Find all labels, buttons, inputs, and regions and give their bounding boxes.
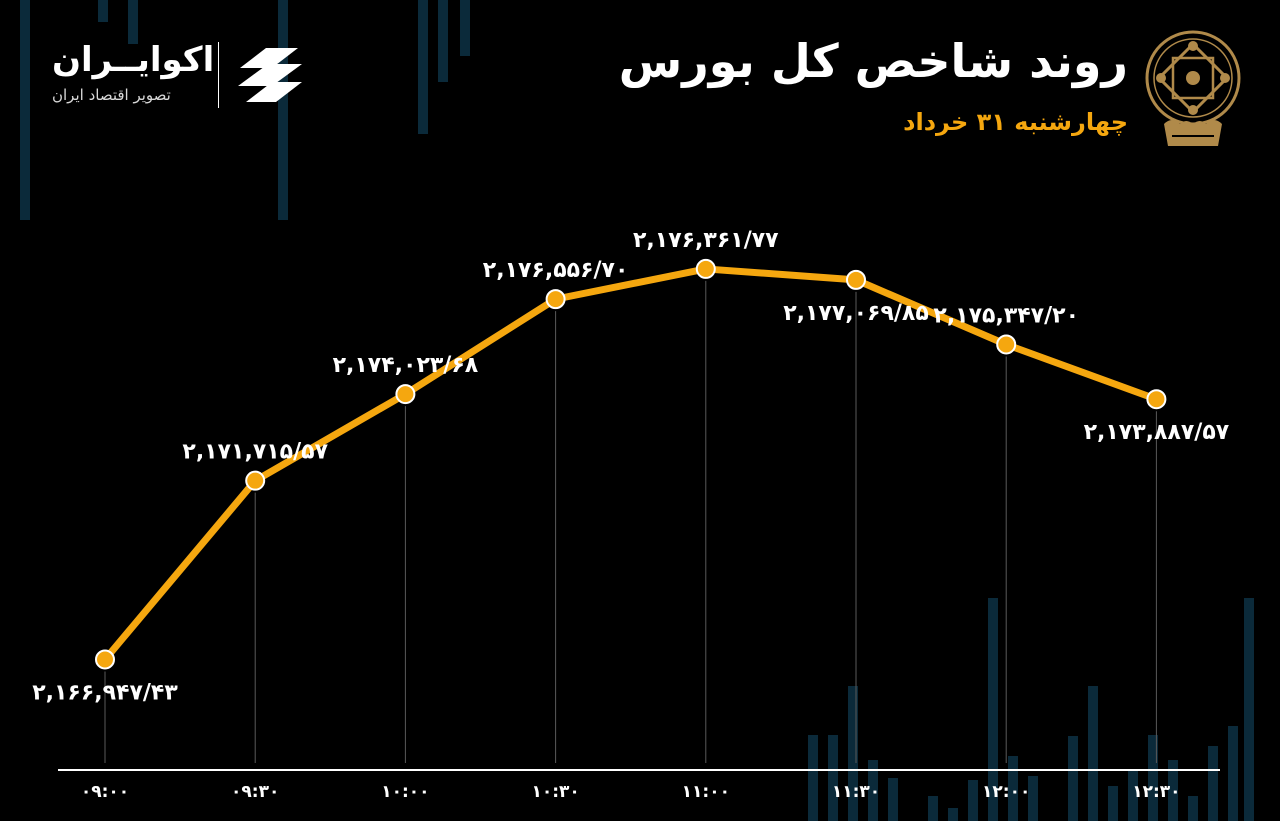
background-bar <box>460 0 470 56</box>
tehran-stock-exchange-emblem <box>1145 30 1241 146</box>
data-point <box>395 384 416 405</box>
background-bar <box>1208 746 1218 821</box>
data-point <box>846 269 866 290</box>
data-label: ۲,۱۶۶,۹۴۷/۴۳ <box>32 680 178 705</box>
background-bar <box>1188 796 1198 821</box>
x-tick-label: ۱۰:۰۰ <box>381 782 429 802</box>
page-subtitle: چهارشنبه ۳۱ خرداد <box>903 108 1128 136</box>
data-point <box>245 470 266 491</box>
background-bar <box>868 760 878 821</box>
background-bar <box>438 0 448 82</box>
data-label: ۲,۱۷۶,۳۶۱/۷۷ <box>633 228 779 253</box>
background-bar <box>828 735 838 821</box>
background-bar <box>98 0 108 22</box>
background-bar <box>848 686 858 821</box>
data-label: ۲,۱۷۳,۸۸۷/۵۷ <box>1084 420 1230 445</box>
data-point <box>996 334 1017 355</box>
background-bar <box>1168 760 1178 821</box>
background-bar <box>128 0 138 44</box>
brand-tagline: تصویر اقتصاد ایران <box>52 86 171 104</box>
x-tick-label: ۰۹:۰۰ <box>81 782 129 802</box>
data-point <box>95 649 115 670</box>
background-bar <box>988 598 998 821</box>
data-label: ۲,۱۷۵,۳۴۷/۲۰ <box>933 303 1079 328</box>
data-label: ۲,۱۷۴,۰۲۳/۶۸ <box>333 353 479 378</box>
background-bar <box>1068 736 1078 821</box>
background-bar <box>20 0 30 220</box>
background-bar <box>1244 598 1254 821</box>
series-line <box>101 265 1160 663</box>
page-title: روند شاخص کل بورس <box>618 34 1128 88</box>
brand-name: اکوایــران <box>52 40 215 80</box>
background-bar <box>1148 735 1158 821</box>
background-bar <box>1008 756 1018 821</box>
data-label: ۲,۱۷۶,۵۵۶/۷۰ <box>483 258 629 283</box>
x-tick-label: ۰۹:۳۰ <box>231 782 279 802</box>
background-bar <box>418 0 428 134</box>
background-bar <box>968 780 978 821</box>
background-bar <box>808 735 818 821</box>
brand-logo: اکوایــران تصویر اقتصاد ایران <box>48 36 310 112</box>
data-point <box>545 289 566 310</box>
background-bar <box>1028 776 1038 821</box>
background-bar <box>948 808 958 821</box>
ekoiran-logo-icon <box>238 48 302 102</box>
x-tick-label: ۱۲:۳۰ <box>1132 782 1180 802</box>
x-tick-label: ۱۲:۰۰ <box>982 782 1030 802</box>
background-bar <box>278 0 288 220</box>
background-bar <box>1228 726 1238 821</box>
x-tick-label: ۱۱:۳۰ <box>832 782 880 802</box>
background-bar <box>928 796 938 821</box>
brand-divider <box>218 42 219 108</box>
data-label: ۲,۱۷۷,۰۶۹/۸۵ <box>783 301 929 326</box>
x-tick-label: ۱۰:۳۰ <box>531 782 579 802</box>
data-point <box>1146 389 1167 410</box>
data-label: ۲,۱۷۱,۷۱۵/۵۷ <box>182 440 328 465</box>
background-bar <box>1108 786 1118 821</box>
background-bar <box>888 778 898 821</box>
background-bar <box>1128 770 1138 821</box>
background-bar <box>1088 686 1098 821</box>
x-tick-label: ۱۱:۰۰ <box>682 782 730 802</box>
data-point <box>695 258 716 279</box>
